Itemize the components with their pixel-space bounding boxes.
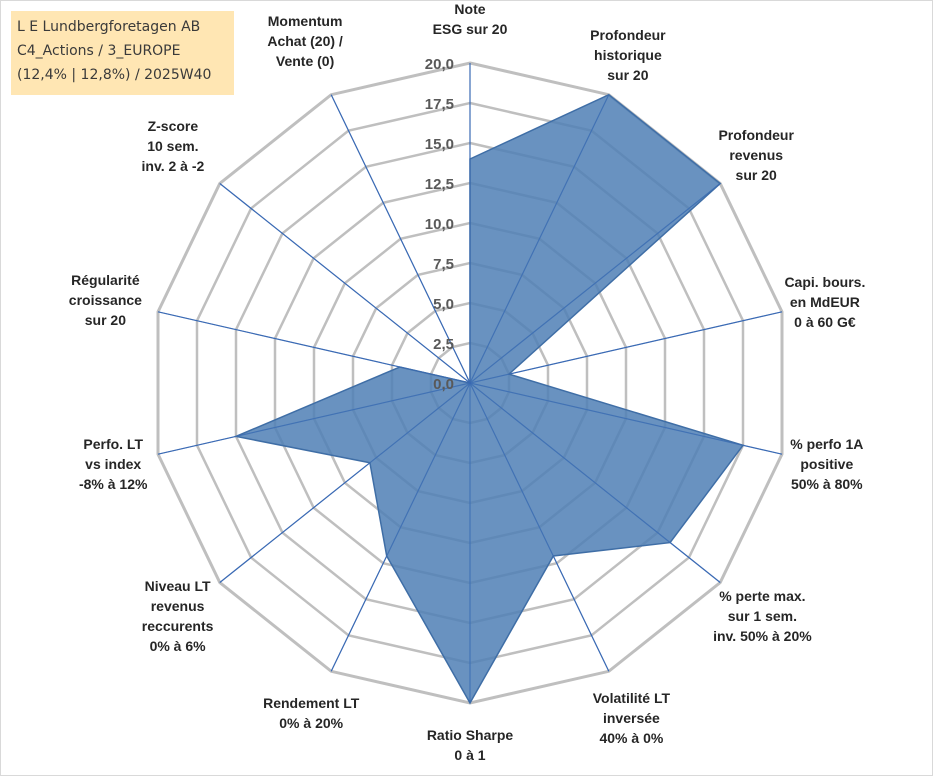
- axis-label-2: Profondeur revenus sur 20: [718, 125, 793, 185]
- axis-label-line: revenus: [729, 146, 784, 163]
- axis-label-line: historique: [594, 47, 662, 63]
- title-company: L E Lundbergforetagen AB: [17, 19, 201, 35]
- data-area-layer: [157, 63, 783, 705]
- axis-label-line: ESG sur 20: [432, 21, 508, 37]
- axis-label-line: Vente (0): [275, 52, 335, 69]
- axis-label-line: 10 sem.: [147, 138, 199, 155]
- axis-label-line: vs index: [85, 456, 142, 473]
- axis-label-line: Profondeur: [718, 126, 794, 143]
- axis-label-11: Régularité croissance sur 20: [69, 270, 142, 330]
- axis-label-5: % perte max. sur 1 sem. inv. 50% à 20%: [713, 586, 812, 646]
- axis-label-line: reccurents: [141, 618, 214, 635]
- axis-label-line: 0% à 20%: [279, 714, 344, 731]
- tick-label-7: 17,5: [425, 96, 454, 113]
- axis-label-line: Volatilité LT: [592, 690, 671, 707]
- tick-label-3: 7,5: [433, 256, 454, 273]
- axis-label-10: Perfo. LT vs index -8% à 12%: [79, 434, 147, 494]
- axis-label-line: Niveau LT: [144, 578, 211, 595]
- axis-spoke-overlay-9: [219, 382, 471, 583]
- axis-label-7: Ratio Sharpe 0 à 1: [427, 725, 513, 765]
- axis-label-4: % perfo 1A positive 50% à 80%: [790, 434, 863, 494]
- axis-label-line: Ratio Sharpe: [426, 727, 514, 743]
- title-category: C4_Actions / 3_EUROPE: [17, 43, 181, 59]
- axis-label-6: Volatilité LT inversée 40% à 0%: [593, 688, 670, 748]
- axis-spoke-overlay-8: [330, 382, 471, 672]
- axis-label-12: Z-score 10 sem. inv. 2 à -2: [142, 116, 205, 176]
- tick-label-6: 15,0: [425, 136, 454, 153]
- radial-tick-labels: 0,0 2,5 5,0 7,5 10,0 12,5 15,0 17,5 20,0: [425, 56, 454, 393]
- tick-label-8: 20,0: [425, 56, 454, 73]
- axis-label-line: en MdEUR: [789, 294, 860, 310]
- axis-spoke-overlay-5: [469, 382, 721, 583]
- axis-label-line: sur 20: [84, 311, 127, 328]
- axis-label-line: sur 20: [735, 166, 777, 183]
- axis-spoke-overlay-2: [469, 183, 721, 384]
- axis-spoke-overlay-3: [469, 311, 783, 384]
- tick-label-5: 12,5: [425, 176, 454, 193]
- axis-label-line: inversée: [602, 710, 660, 727]
- axis-label-line: revenus: [150, 598, 205, 615]
- axis-label-line: sur 1 sem.: [727, 608, 798, 625]
- axis-label-line: sur 20: [607, 67, 649, 83]
- axis-label-line: inv. 2 à -2: [141, 158, 205, 175]
- axis-spoke-overlay-10: [157, 382, 471, 455]
- axis-label-8: Rendement LT 0% à 20%: [263, 693, 359, 733]
- axis-label-line: croissance: [68, 291, 142, 308]
- axis-label-line: % perfo 1A: [790, 436, 864, 453]
- axis-label-line: 0 à 60 G€: [794, 314, 856, 330]
- axis-label-13: Momentum Achat (20) / Vente (0): [267, 11, 342, 71]
- axis-label-line: Note: [454, 1, 486, 17]
- title-box: L E Lundbergforetagen AB C4_Actions / 3_…: [11, 11, 234, 95]
- axis-label-line: Profondeur: [590, 27, 666, 43]
- axis-label-9: Niveau LT revenus reccurents 0% à 6%: [142, 576, 214, 656]
- axis-label-line: inv. 50% à 20%: [713, 628, 812, 645]
- axis-label-line: Perfo. LT: [83, 436, 144, 453]
- axis-label-3: Capi. bours. en MdEUR 0 à 60 G€: [784, 272, 865, 332]
- axis-label-line: 50% à 80%: [790, 476, 863, 493]
- axis-label-line: 40% à 0%: [599, 730, 664, 747]
- axis-label-line: Régularité: [71, 271, 140, 288]
- title-performance: (12,4% | 12,8%) / 2025W40: [17, 67, 212, 83]
- tick-label-2: 5,0: [433, 296, 454, 313]
- axis-label-line: 0 à 1: [454, 747, 486, 763]
- axis-label-1: Profondeur historique sur 20: [590, 25, 665, 85]
- axis-label-line: Rendement LT: [263, 694, 360, 711]
- axis-spoke-overlay-1: [469, 94, 610, 384]
- tick-label-4: 10,0: [425, 216, 454, 233]
- axis-label-line: -8% à 12%: [78, 476, 148, 493]
- axis-label-line: 0% à 6%: [149, 638, 206, 655]
- axis-label-line: Z-score: [147, 118, 199, 135]
- axis-spoke-overlay-4: [469, 382, 783, 455]
- axis-spoke-overlay-13: [330, 94, 471, 384]
- axis-label-line: Achat (20) /: [267, 32, 343, 49]
- axis-spoke-overlay-11: [157, 311, 471, 384]
- axis-spoke-overlay-12: [219, 183, 471, 384]
- axis-label-line: Momentum: [267, 12, 343, 29]
- axis-label-line: positive: [800, 456, 854, 473]
- axis-label-0: Note ESG sur 20: [432, 1, 508, 39]
- axis-label-line: Capi. bours.: [784, 274, 866, 290]
- tick-label-0: 0,0: [433, 376, 454, 393]
- axis-label-line: % perte max.: [719, 588, 806, 605]
- axis-spoke-overlay-6: [469, 382, 610, 672]
- tick-label-1: 2,5: [433, 336, 454, 353]
